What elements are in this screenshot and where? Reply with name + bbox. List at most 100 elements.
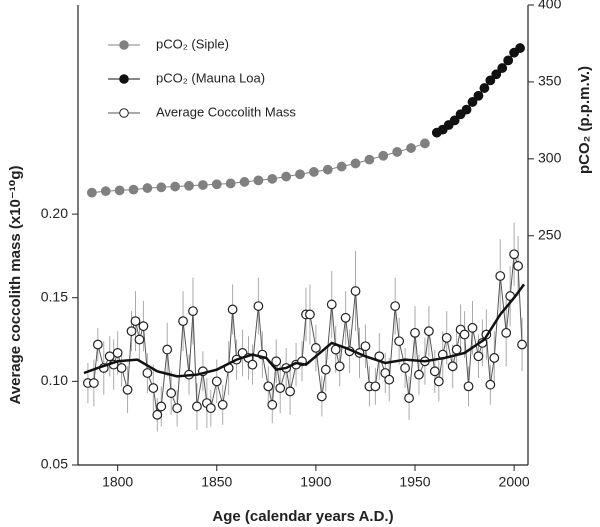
data-point bbox=[350, 158, 361, 169]
data-point bbox=[211, 376, 222, 387]
data-point bbox=[503, 55, 514, 66]
data-point bbox=[495, 271, 506, 281]
data-point bbox=[509, 249, 520, 260]
data-point bbox=[420, 138, 430, 149]
data-point bbox=[122, 384, 133, 395]
data-point bbox=[441, 332, 452, 343]
data-point bbox=[162, 344, 173, 355]
data-point bbox=[336, 161, 347, 172]
data-point bbox=[461, 104, 472, 115]
data-point bbox=[170, 181, 181, 192]
data-point bbox=[130, 316, 141, 327]
data-point bbox=[112, 348, 123, 358]
legend-label: Average Coccolith Mass bbox=[156, 104, 296, 119]
data-point bbox=[394, 336, 405, 347]
data-point bbox=[281, 171, 292, 182]
legend-marker bbox=[119, 108, 129, 118]
data-point bbox=[126, 326, 137, 337]
data-point bbox=[451, 344, 462, 355]
data-point bbox=[178, 316, 188, 327]
data-point bbox=[320, 364, 331, 375]
data-point bbox=[225, 178, 236, 189]
data-point bbox=[390, 301, 401, 311]
data-point bbox=[275, 383, 286, 393]
data-point bbox=[449, 115, 460, 126]
data-point bbox=[433, 376, 444, 387]
data-point bbox=[104, 351, 115, 362]
data-point bbox=[217, 399, 228, 410]
data-point bbox=[491, 69, 502, 80]
data-point bbox=[473, 351, 484, 362]
data-point bbox=[322, 164, 333, 175]
data-point bbox=[188, 306, 198, 317]
y2-tick-label: 250 bbox=[538, 226, 562, 242]
data-point bbox=[184, 180, 194, 191]
data-point bbox=[334, 361, 345, 372]
data-point bbox=[92, 339, 103, 350]
data-point bbox=[239, 177, 250, 187]
data-point bbox=[316, 391, 327, 402]
data-point bbox=[326, 299, 337, 310]
y2-tick-label: 300 bbox=[538, 150, 562, 166]
x-tick-label: 1850 bbox=[201, 474, 232, 490]
data-point bbox=[267, 399, 278, 410]
y-tick-label: 0.20 bbox=[41, 205, 68, 221]
data-point bbox=[360, 341, 371, 352]
x-tick-label: 1950 bbox=[399, 474, 430, 490]
legend-marker bbox=[119, 74, 129, 84]
data-point bbox=[253, 175, 264, 186]
y-axis-label: Average coccolith mass (x10⁻¹⁰g) bbox=[7, 165, 24, 404]
data-point bbox=[447, 361, 458, 372]
data-point bbox=[384, 374, 395, 385]
data-point bbox=[370, 381, 381, 392]
data-point bbox=[414, 369, 424, 380]
x-axis-label: Age (calendar years A.D.) bbox=[212, 508, 393, 525]
data-point bbox=[485, 379, 496, 390]
data-point bbox=[305, 309, 315, 320]
series-line bbox=[83, 283, 526, 378]
data-point bbox=[205, 403, 216, 414]
data-point bbox=[364, 154, 375, 165]
data-point bbox=[211, 179, 222, 190]
data-point bbox=[148, 383, 159, 393]
data-point bbox=[479, 83, 490, 93]
y-tick-label: 0.15 bbox=[41, 288, 68, 304]
data-point bbox=[138, 321, 149, 332]
data-point bbox=[350, 286, 361, 296]
x-tick-label: 2000 bbox=[499, 474, 530, 490]
legend-label: pCO₂ (Mauna Loa) bbox=[156, 70, 265, 85]
data-point bbox=[271, 356, 282, 367]
data-point bbox=[116, 363, 127, 373]
data-point bbox=[467, 97, 478, 107]
data-point bbox=[267, 173, 278, 184]
data-point bbox=[497, 63, 508, 73]
legend-label: pCO₂ (Siple) bbox=[156, 36, 229, 51]
data-point bbox=[285, 386, 296, 397]
data-point bbox=[406, 143, 416, 153]
data-point bbox=[295, 169, 305, 180]
data-point bbox=[429, 366, 440, 377]
data-point bbox=[253, 301, 264, 311]
data-point bbox=[114, 185, 125, 196]
data-point bbox=[392, 147, 403, 157]
data-point bbox=[192, 401, 202, 412]
y-tick-label: 0.05 bbox=[41, 456, 68, 472]
data-point bbox=[247, 359, 258, 370]
data-point bbox=[400, 363, 410, 373]
data-point bbox=[485, 75, 496, 86]
data-point bbox=[88, 378, 99, 388]
series-line bbox=[91, 142, 426, 194]
data-point bbox=[134, 334, 145, 345]
y-tick-label: 0.10 bbox=[41, 372, 68, 388]
data-point bbox=[156, 182, 167, 193]
data-point bbox=[517, 339, 527, 350]
data-point bbox=[309, 167, 319, 177]
data-point bbox=[404, 393, 414, 403]
data-point bbox=[467, 322, 478, 333]
data-point bbox=[473, 90, 484, 101]
data-point bbox=[142, 368, 153, 378]
data-point bbox=[378, 150, 389, 161]
data-point bbox=[340, 312, 351, 323]
data-point bbox=[227, 304, 238, 315]
